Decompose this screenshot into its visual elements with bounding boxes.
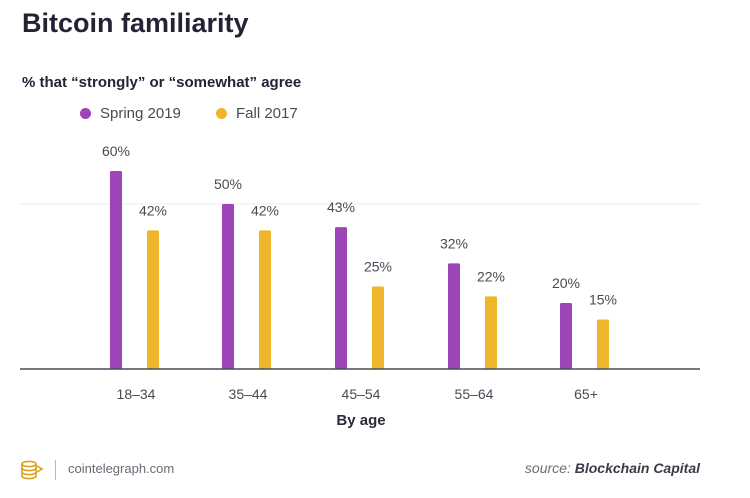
data-label: 42% — [139, 202, 167, 218]
legend-item-fall-2017: Fall 2017 — [216, 105, 298, 122]
legend-label-spring-2019: Spring 2019 — [100, 105, 181, 122]
data-label: 15% — [589, 292, 617, 308]
data-label: 22% — [477, 268, 505, 284]
legend-swatch-spring-2019 — [80, 108, 91, 119]
x-tick-label: 65+ — [574, 386, 598, 402]
data-label: 32% — [440, 235, 468, 251]
source-prefix: source: — [524, 460, 571, 476]
bar-spring-2019-3 — [335, 227, 347, 369]
bar-spring-2019-2 — [222, 204, 234, 369]
bar-spring-2019-1 — [110, 171, 122, 369]
chart-title: Bitcoin familiarity — [22, 8, 249, 38]
bars — [110, 171, 609, 369]
x-tick-label: 55–64 — [455, 386, 494, 402]
legend-item-spring-2019: Spring 2019 — [80, 105, 181, 122]
data-label: 43% — [327, 199, 355, 215]
bar-fall-2017-1 — [147, 230, 159, 369]
x-axis-title: By age — [336, 412, 385, 429]
bar-spring-2019-5 — [560, 303, 572, 369]
x-tick-labels: 18–34 35–44 45–54 55–64 65+ — [117, 386, 598, 402]
x-tick-label: 45–54 — [342, 386, 381, 402]
x-tick-label: 18–34 — [117, 386, 156, 402]
data-label: 25% — [364, 259, 392, 275]
x-tick-label: 35–44 — [229, 386, 268, 402]
bar-spring-2019-4 — [448, 263, 460, 369]
legend-label-fall-2017: Fall 2017 — [236, 105, 298, 122]
bar-fall-2017-5 — [597, 319, 609, 369]
source-organization: Blockchain Capital — [574, 460, 700, 476]
legend-swatch-fall-2017 — [216, 108, 227, 119]
data-label: 42% — [251, 202, 279, 218]
data-label: 60% — [102, 143, 130, 159]
bar-fall-2017-4 — [485, 296, 497, 369]
site-url[interactable]: cointelegraph.com — [68, 461, 175, 476]
bar-fall-2017-2 — [259, 230, 271, 369]
bar-fall-2017-3 — [372, 286, 384, 369]
data-label: 20% — [552, 275, 580, 291]
source-credit: source: Blockchain Capital — [525, 460, 700, 476]
footer-divider — [55, 460, 56, 480]
data-label: 50% — [214, 176, 242, 192]
chart-subtitle: % that “strongly” or “somewhat” agree — [22, 74, 302, 91]
cointelegraph-logo-icon — [21, 460, 44, 480]
data-labels: 60% 42% 50% 42% 43% 25% 32% 22% 20% 15% — [102, 143, 617, 308]
